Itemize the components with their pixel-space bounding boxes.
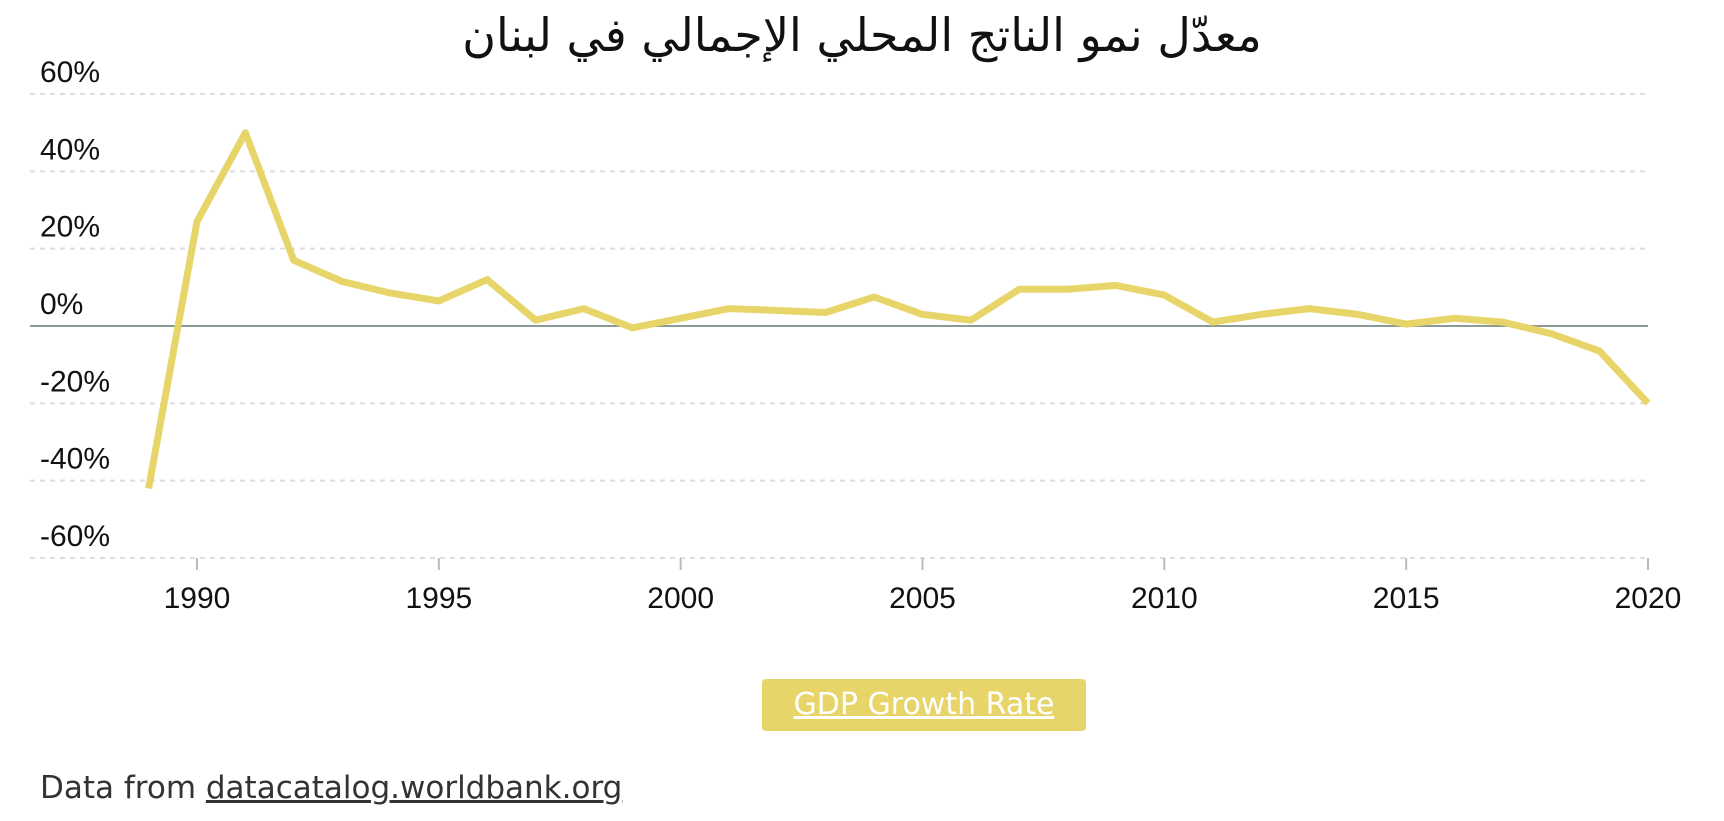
y-tick-label: 60% <box>40 56 100 89</box>
chart-title: معدّل نمو الناتج المحلي الإجمالي في لبنا… <box>462 8 1262 62</box>
source-prefix: Data from <box>40 770 206 806</box>
y-tick-label: -40% <box>40 443 110 476</box>
x-tick-label: 2015 <box>1373 582 1440 615</box>
series-line-gdp-growth-rate <box>145 129 1651 490</box>
x-tick-label: 1990 <box>164 582 231 615</box>
y-tick-label: 40% <box>40 133 100 166</box>
legend-item-gdp-growth-rate[interactable]: GDP Growth Rate <box>762 679 1086 731</box>
x-tick-label: 2010 <box>1131 582 1198 615</box>
x-tick-label: 1995 <box>405 582 472 615</box>
y-tick-label: -20% <box>40 365 110 398</box>
x-tick-label: 2020 <box>1615 582 1682 615</box>
y-tick-label: 20% <box>40 211 100 244</box>
x-tick-label: 2005 <box>889 582 956 615</box>
y-tick-label: -60% <box>40 520 110 553</box>
x-tick-label: 2000 <box>647 582 714 615</box>
source-line: Data from datacatalog.worldbank.org <box>40 770 622 806</box>
y-tick-label: 0% <box>40 288 83 321</box>
source-link[interactable]: datacatalog.worldbank.org <box>205 770 623 806</box>
